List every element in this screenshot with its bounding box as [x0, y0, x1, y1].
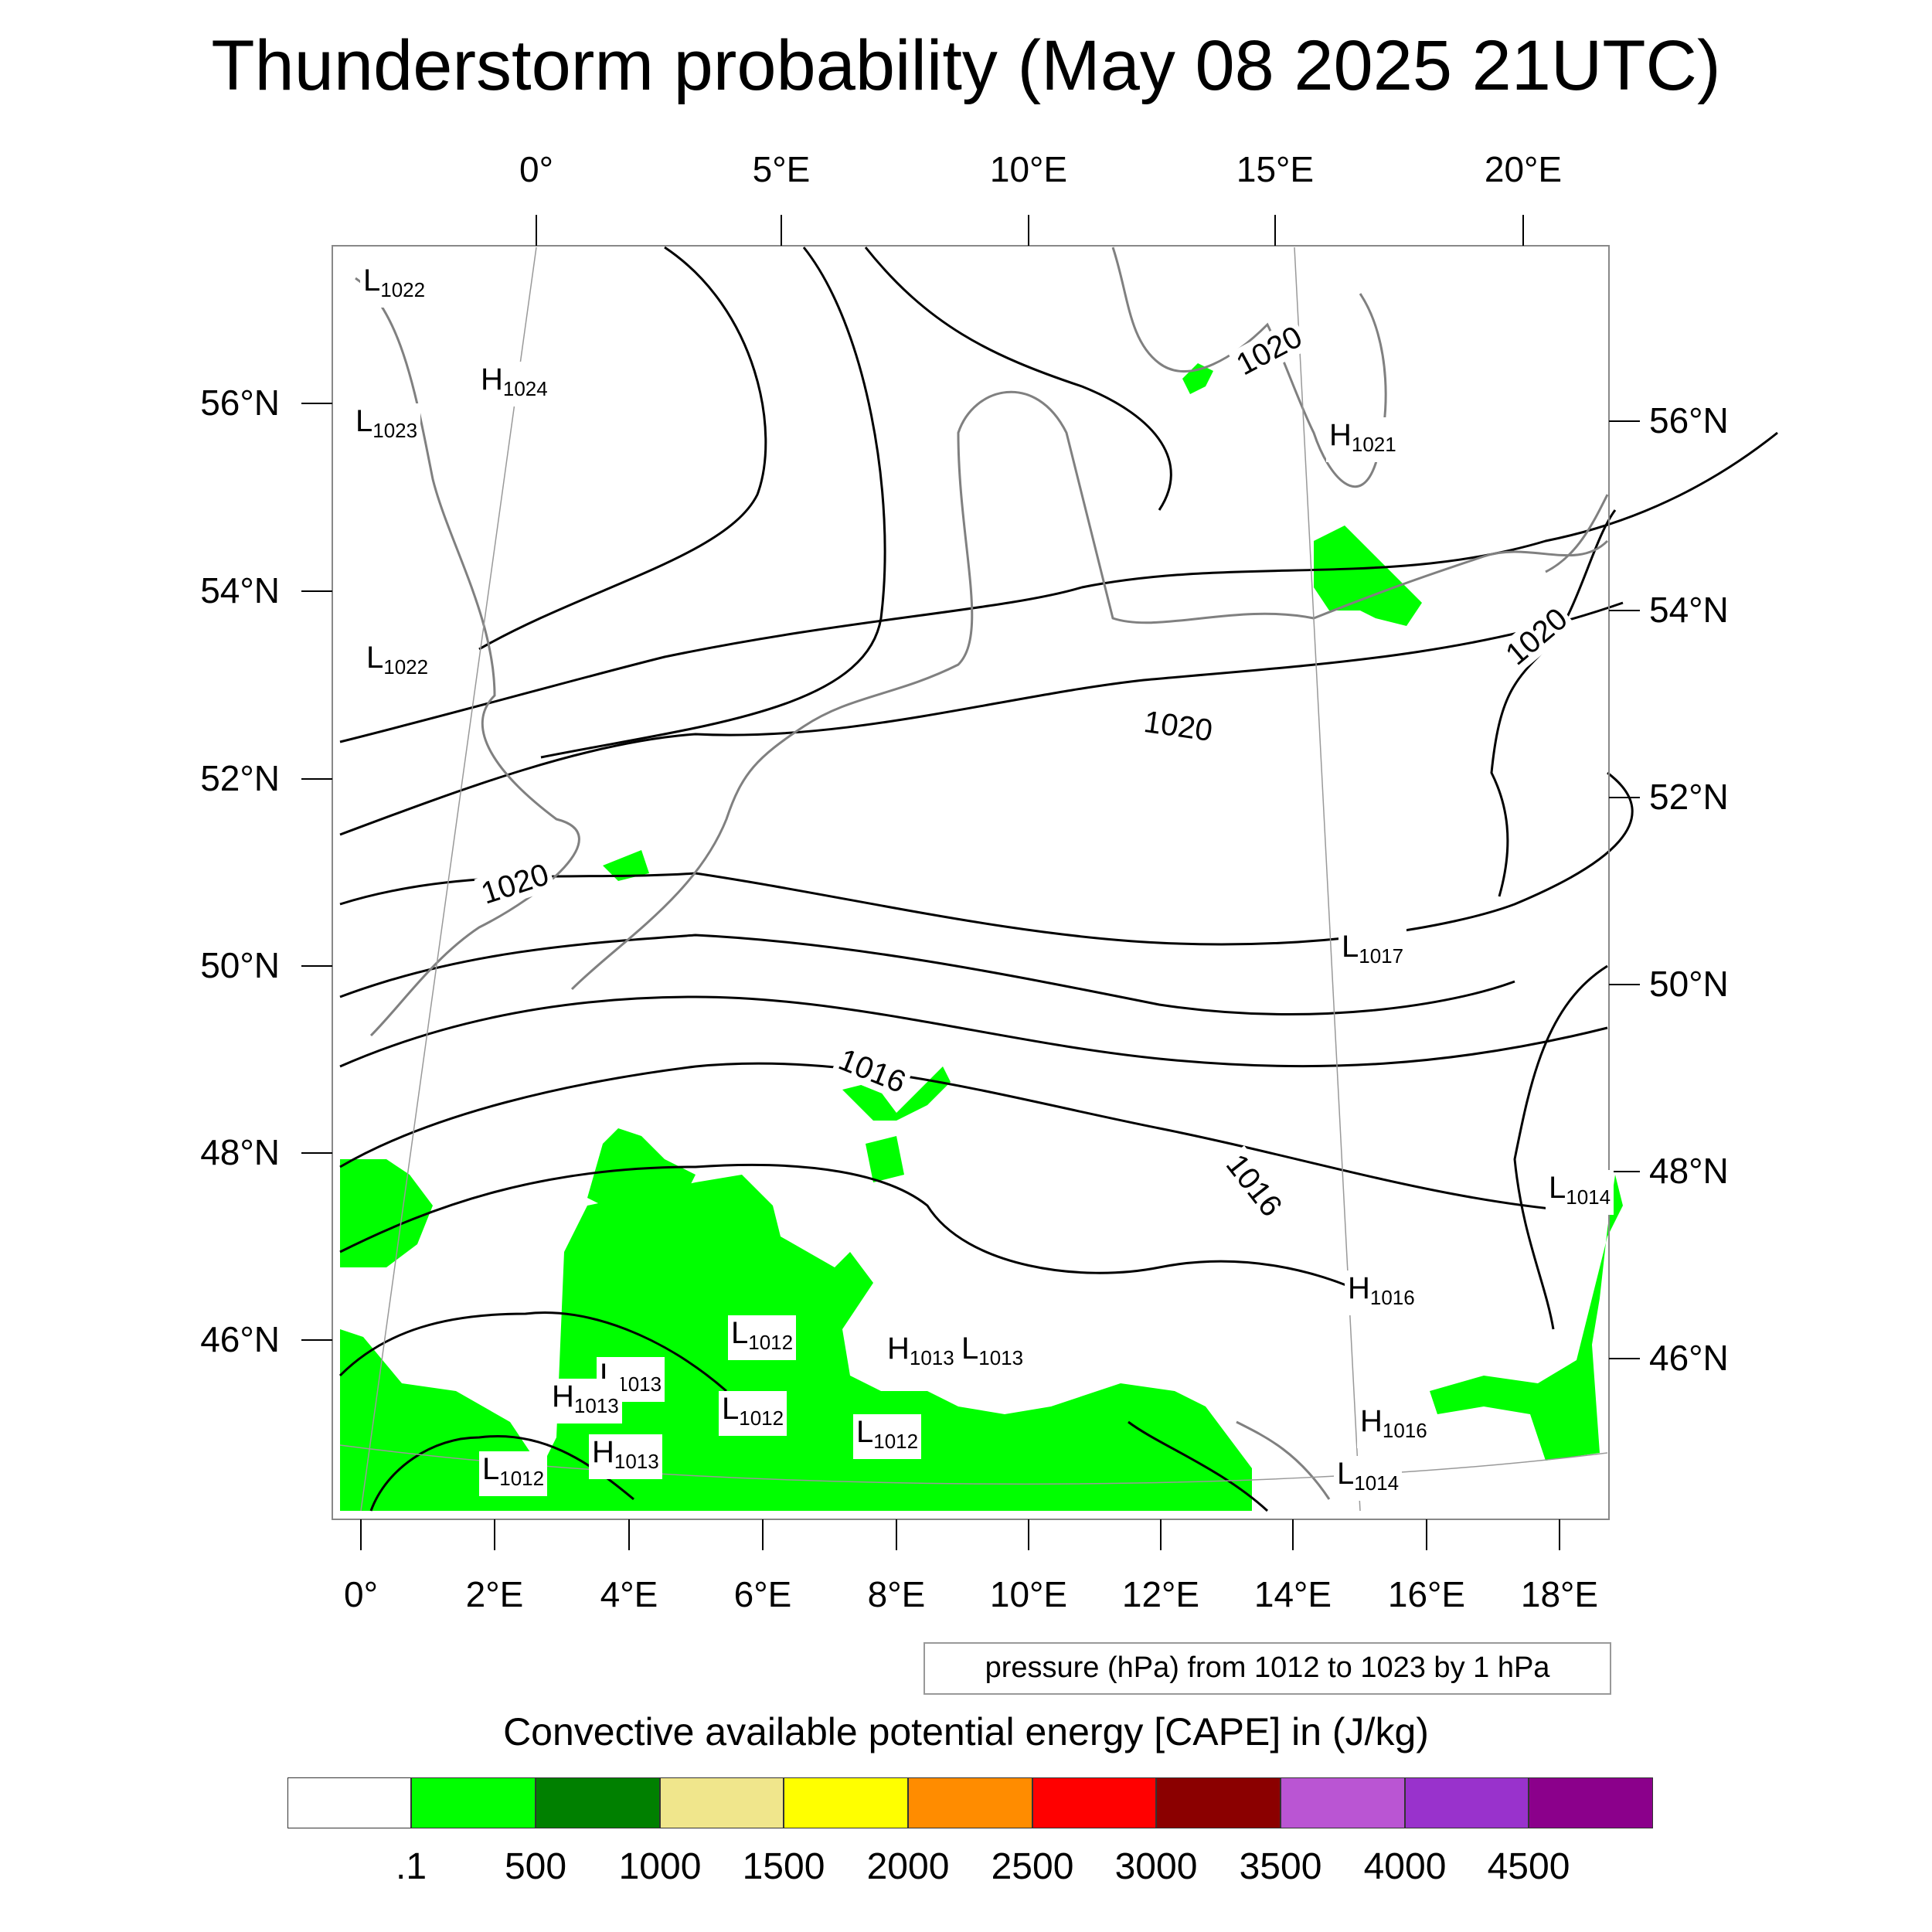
colorbar-label: 4000	[1363, 1846, 1447, 1887]
isobar	[540, 247, 886, 759]
colorbar-swatch	[1281, 1777, 1405, 1828]
top-tick-label: 5°E	[752, 149, 811, 189]
right-tick-label: 56°N	[1649, 400, 1729, 440]
colorbar-swatch	[411, 1777, 536, 1828]
cape-area-south-west-2	[340, 1159, 433, 1267]
top-tick-label: 20°E	[1484, 149, 1563, 189]
cape-area-germany	[842, 1066, 951, 1121]
coast-baltic	[1545, 494, 1609, 573]
colorbar-swatch	[1405, 1777, 1529, 1828]
colorbar-swatch	[1032, 1777, 1156, 1828]
left-tick-label: 54°N	[200, 570, 280, 611]
map-frame	[332, 245, 1610, 1520]
bottom-tick-label: 2°E	[465, 1574, 524, 1614]
isobar	[864, 247, 1172, 511]
right-tick-label: 50°N	[1649, 964, 1729, 1004]
pressure-center-label: L1013	[958, 1331, 1027, 1376]
isobar	[338, 1311, 727, 1393]
colorbar-label: 3500	[1239, 1846, 1322, 1887]
cape-area-sweden	[1182, 363, 1213, 394]
right-tick-label: 52°N	[1649, 777, 1729, 817]
colorbar-label: .1	[395, 1846, 427, 1887]
bottom-tick-label: 10°E	[989, 1574, 1068, 1614]
bottom-tick-label: 0°	[344, 1574, 378, 1614]
isobar	[339, 934, 1515, 1015]
pressure-center-label: L1012	[728, 1315, 797, 1360]
colorbar-swatch	[1156, 1777, 1281, 1828]
pressure-center-label: L1022	[363, 640, 432, 685]
pressure-range-note: pressure (hPa) from 1012 to 1023 by 1 hP…	[923, 1642, 1611, 1695]
bottom-tick-label: 12°E	[1121, 1574, 1200, 1614]
colorbar-label: 1500	[742, 1846, 825, 1887]
map-title: Thunderstorm probability (May 08 2025 21…	[211, 26, 1721, 105]
pressure-center-label: H1024	[478, 362, 551, 406]
top-tick-label: 15°E	[1236, 149, 1315, 189]
right-tick-label: 46°N	[1649, 1338, 1729, 1378]
isobar	[339, 771, 1634, 946]
coast-adriatic	[1236, 1420, 1331, 1500]
bottom-tick-label: 6°E	[733, 1574, 792, 1614]
meridian	[360, 247, 537, 1512]
colorbar-label: 2000	[866, 1846, 950, 1887]
colorbar-swatch	[287, 1777, 411, 1828]
bottom-tick-label: 18°E	[1520, 1574, 1599, 1614]
top-tick-label: 0°	[519, 149, 553, 189]
bottom-tick-label: 16°E	[1387, 1574, 1466, 1614]
cape-area-alps	[866, 1136, 904, 1182]
pressure-center-label: L1014	[1546, 1170, 1614, 1215]
cape-area-south-east	[1430, 1175, 1623, 1461]
left-tick-label: 50°N	[200, 945, 280, 985]
colorbar-swatch	[660, 1777, 784, 1828]
cape-area-west	[587, 1128, 696, 1213]
pressure-center-label: H1016	[1357, 1403, 1430, 1448]
colorbar-label: 3000	[1114, 1846, 1198, 1887]
colorbar-label: 2500	[991, 1846, 1074, 1887]
top-tick-label: 10°E	[989, 149, 1068, 189]
bottom-tick-label: 4°E	[600, 1574, 658, 1614]
isobar	[478, 246, 767, 651]
tick-marks	[301, 215, 1640, 1550]
isobar	[339, 1062, 1608, 1215]
colorbar-swatch	[784, 1777, 908, 1828]
pressure-center-label: L1012	[853, 1414, 922, 1459]
bottom-tick-label: 14°E	[1253, 1574, 1332, 1614]
pressure-center-label: H1016	[1345, 1270, 1418, 1315]
colorbar-label: 1000	[618, 1846, 702, 1887]
isobar	[1490, 509, 1617, 897]
isobar	[339, 601, 1624, 836]
pressure-center-label: L1012	[479, 1451, 548, 1496]
bottom-tick-label: 8°E	[867, 1574, 926, 1614]
pressure-center-label: L1014	[1334, 1456, 1403, 1501]
pressure-center-label: L1023	[352, 403, 421, 448]
coast-continent	[570, 390, 1609, 991]
right-tick-label: 48°N	[1649, 1151, 1729, 1191]
colorbar-label: 4500	[1487, 1846, 1570, 1887]
pressure-center-label: L1022	[360, 263, 429, 308]
isobar	[1513, 964, 1608, 1330]
pressure-center-label: H1013	[589, 1434, 662, 1479]
pressure-center-label: H1013	[884, 1331, 957, 1376]
cape-area-belgium	[603, 850, 649, 881]
left-tick-label: 52°N	[200, 758, 280, 798]
coast-britain	[355, 277, 580, 1037]
isobar	[339, 995, 1608, 1068]
pressure-center-label: L1012	[719, 1391, 787, 1436]
right-tick-label: 54°N	[1649, 590, 1729, 630]
isobar	[1128, 1420, 1269, 1512]
left-tick-label: 56°N	[200, 383, 280, 423]
colorbar-swatch	[536, 1777, 660, 1828]
colorbar-swatch	[908, 1777, 1032, 1828]
isobars	[338, 246, 1778, 1512]
colorbar-swatch	[1529, 1777, 1653, 1828]
pressure-center-label: H1013	[549, 1379, 622, 1423]
isobar	[339, 431, 1778, 743]
left-tick-label: 48°N	[200, 1132, 280, 1172]
colorbar-label: 500	[504, 1846, 567, 1887]
isobar	[339, 1163, 1376, 1300]
pressure-center-label: H1021	[1326, 417, 1400, 462]
pressure-center-label: L1017	[1338, 929, 1407, 974]
colorbar-title: Convective available potential energy [C…	[503, 1710, 1429, 1753]
cape-area-poland	[1314, 526, 1422, 626]
left-tick-label: 46°N	[200, 1319, 280, 1359]
